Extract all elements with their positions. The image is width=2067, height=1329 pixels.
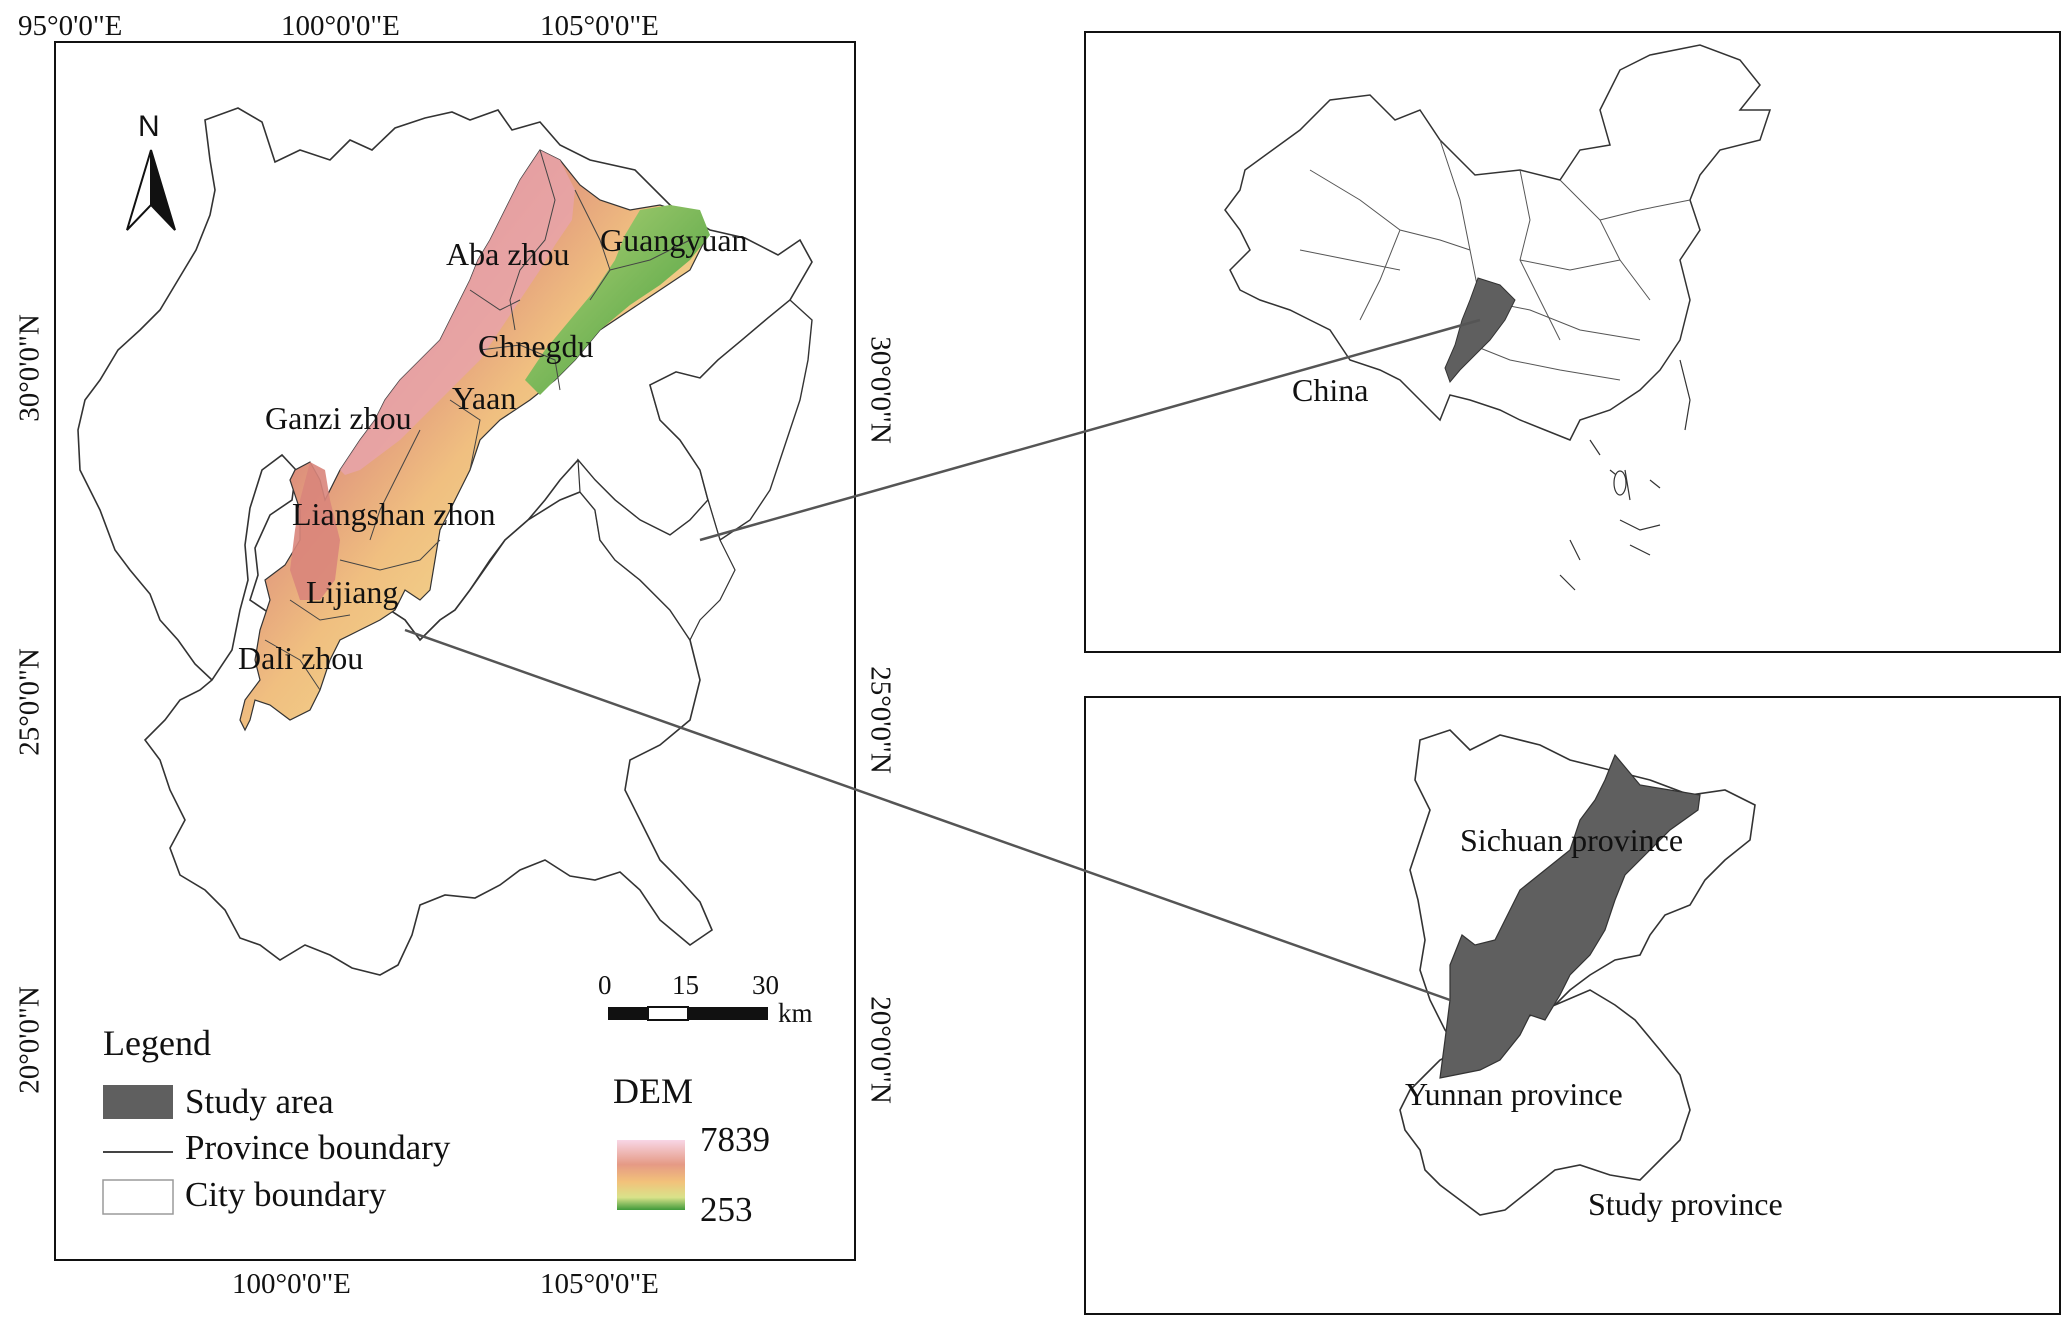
scale-tick-15: 15 [672, 970, 699, 1000]
scale-tick-0: 0 [598, 970, 612, 1000]
bottom-tick-105e: 105°0'0"E [540, 1268, 659, 1300]
place-dali-zhou: Dali zhou [238, 640, 364, 676]
top-tick-100e: 100°0'0"E [281, 10, 400, 42]
legend-city-label: City boundary [185, 1175, 387, 1214]
city-boundaries [264, 149, 691, 691]
east-neighbor-outline [649, 299, 813, 542]
legend-province-label: Province boundary [185, 1128, 451, 1167]
left-tick-20n: 20°0'0"N [13, 986, 46, 1094]
dem-title: DEM [613, 1071, 693, 1111]
right-tick-30n: 30°0'0"N [864, 336, 897, 444]
inset-study-area [1439, 753, 1701, 1079]
dem-color-ramp [617, 1140, 685, 1210]
taiwan-shape [1613, 470, 1627, 496]
study-province-caption: Study province [1588, 1186, 1783, 1222]
top-tick-105e: 105°0'0"E [540, 10, 659, 42]
legend-study-area-label: Study area [185, 1082, 334, 1121]
north-label: N [138, 110, 160, 143]
right-tick-25n: 25°0'0"N [864, 666, 897, 774]
place-lijiang: Lijiang [306, 574, 399, 610]
guizhou-outline [577, 458, 736, 642]
scale-tick-30: 30 [752, 970, 779, 1000]
yunnan-province-label: Yunnan province [1405, 1076, 1623, 1112]
dem-min-value: 253 [700, 1190, 753, 1229]
place-chengdu: Chnegdu [478, 328, 594, 364]
study-area-west-lobe [290, 462, 340, 600]
left-tick-30n: 30°0'0"N [13, 314, 46, 422]
place-guangyuan: Guangyuan [600, 222, 748, 258]
study-area-lowland [525, 205, 710, 395]
scale-unit: km [778, 998, 813, 1028]
north-arrow [126, 149, 176, 231]
place-liangshan-zhou: Liangshan zhon [292, 496, 496, 532]
legend-study-area-swatch [103, 1085, 173, 1119]
leader-line-province [404, 628, 1451, 1002]
scale-bar [608, 1006, 768, 1021]
place-ganzi-zhou: Ganzi zhou [265, 400, 412, 436]
dem-max-value: 7839 [700, 1120, 770, 1159]
bottom-tick-100e: 100°0'0"E [232, 1268, 351, 1300]
china-study-area [1444, 277, 1516, 383]
right-tick-20n: 20°0'0"N [864, 996, 897, 1104]
leader-line-china [699, 318, 1481, 542]
place-aba-zhou: Aba zhou [446, 236, 570, 272]
china-label: China [1292, 372, 1369, 408]
china-outline [1224, 44, 1772, 441]
left-tick-25n: 25°0'0"N [13, 648, 46, 756]
sichuan-province-label: Sichuan province [1460, 822, 1684, 858]
legend-city-swatch [102, 1179, 174, 1215]
study-area-highland [340, 150, 575, 475]
legend-title: Legend [103, 1023, 211, 1063]
place-yaan: Yaan [452, 380, 517, 416]
top-tick-95e: 95°0'0"E [18, 10, 123, 42]
